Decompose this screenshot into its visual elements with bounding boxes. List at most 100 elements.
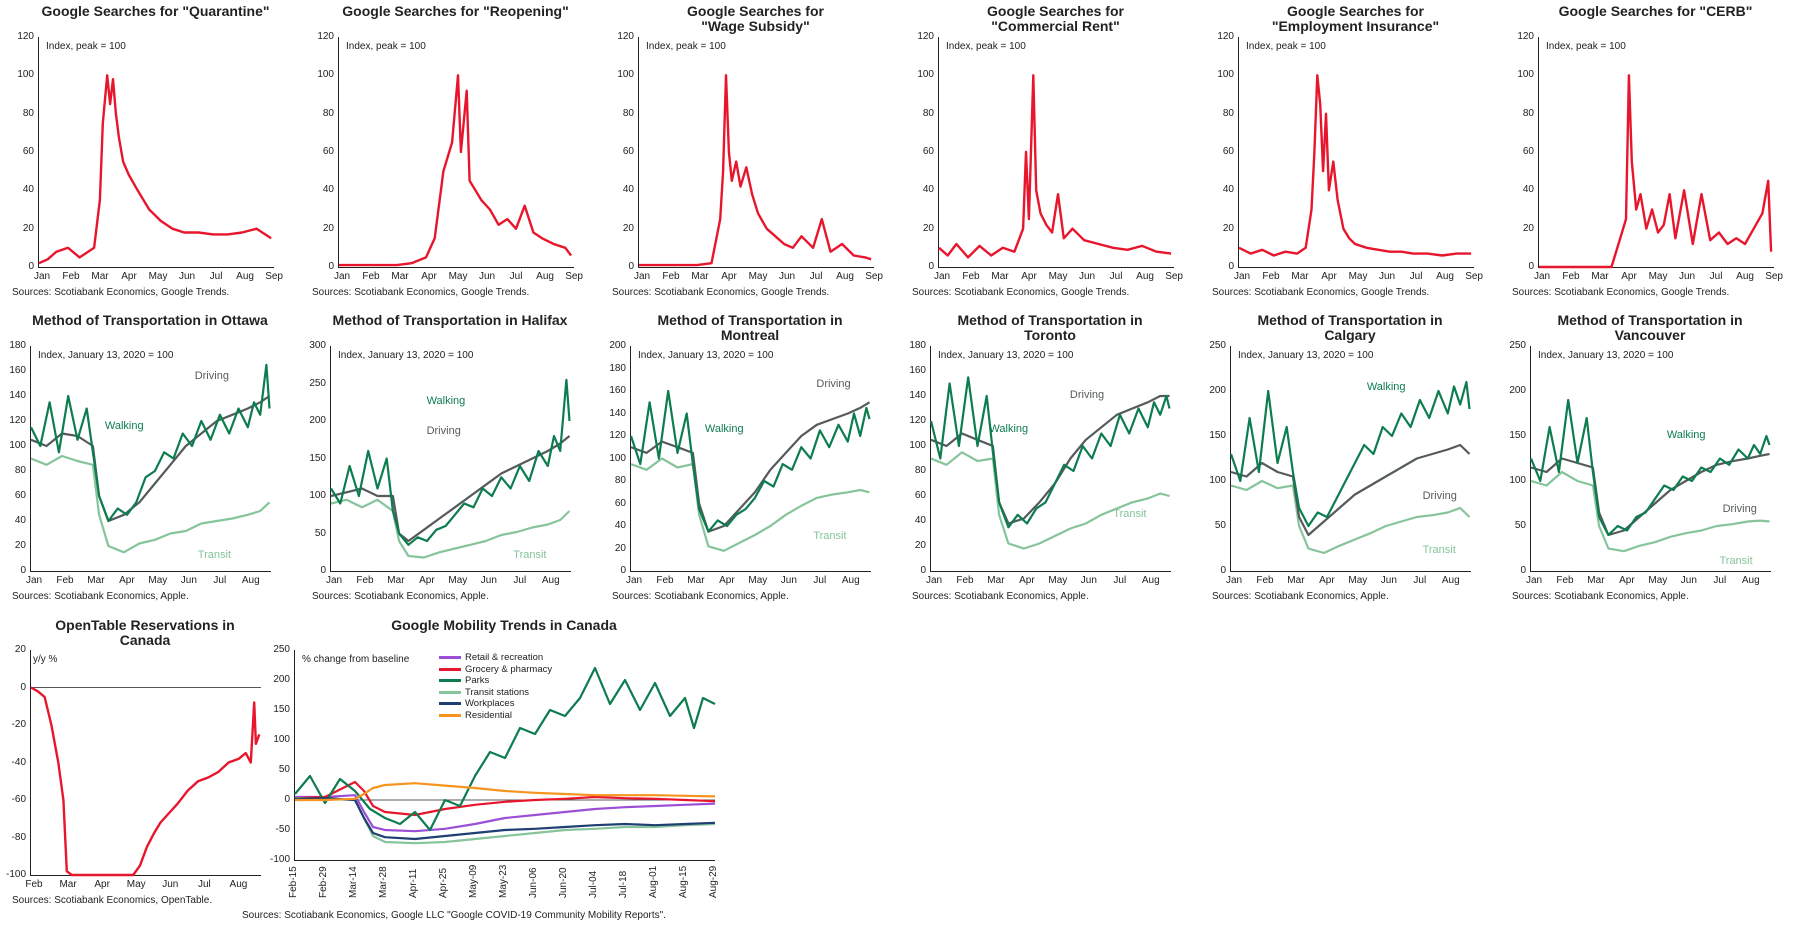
- chart-title: OpenTable Reservations in Canada: [55, 617, 235, 648]
- x-tick-label: Jun-06: [528, 867, 539, 898]
- series-label: Driving: [1422, 490, 1457, 503]
- chart-title: Method of Transportation in Ottawa: [32, 312, 268, 328]
- x-tick-label: Feb: [962, 271, 980, 282]
- series-label: Transit: [1719, 555, 1753, 567]
- x-tick-label: Apr: [1321, 271, 1337, 282]
- series-line-driving: [1230, 443, 1471, 537]
- series-line-main: [639, 74, 872, 267]
- y-tick-label: 40: [22, 184, 34, 196]
- series-canvas: [1539, 74, 1773, 269]
- y-tick-label: 200: [309, 415, 326, 426]
- x-tick-label: May: [1348, 271, 1368, 282]
- y-tick-label: 140: [609, 407, 626, 419]
- x-tick-label: May: [1048, 575, 1068, 586]
- x-tick-label: Jan: [625, 575, 643, 586]
- source-note: Sources: Scotiabank Economics, Google Tr…: [312, 287, 530, 298]
- series-canvas: [929, 376, 1171, 550]
- y-tick-label: 200: [609, 340, 626, 351]
- y-tick-label: 40: [614, 520, 626, 531]
- legend-label: Parks: [465, 675, 490, 686]
- y-tick-label: 0: [28, 261, 34, 272]
- plot-area: [629, 346, 871, 572]
- y-tick-label: 50: [1514, 520, 1526, 531]
- legend-item: Retail & recreation: [439, 652, 552, 664]
- x-tick-label: Apr-11: [408, 868, 419, 898]
- x-tick-label: Feb: [62, 271, 80, 282]
- x-tick-label: Mar-28: [378, 866, 389, 898]
- legend-label: Grocery & pharmacy: [465, 663, 553, 675]
- x-tick-label: Jul: [1713, 575, 1727, 586]
- series-label: Walking: [704, 423, 744, 436]
- chart-title: Google Searches for "Employment Insuranc…: [1271, 3, 1440, 34]
- y-tick-label: 120: [609, 430, 626, 441]
- x-tick-label: Mar: [991, 271, 1009, 282]
- series-line-transit: [630, 457, 870, 552]
- series-canvas: [1238, 74, 1472, 257]
- y-tick-label: 120: [9, 415, 26, 426]
- y-tick-label: 120: [17, 31, 34, 42]
- y-tick-label: 180: [9, 340, 26, 351]
- y-tick-label: 50: [314, 527, 326, 539]
- y-tick-label: 180: [609, 362, 626, 374]
- plot-area: [1538, 37, 1774, 269]
- y-tick-label: 0: [1220, 565, 1226, 576]
- units-note: Index, peak = 100: [646, 41, 726, 52]
- x-tick-label: Jul: [509, 271, 523, 282]
- series-canvas: [1229, 380, 1471, 555]
- x-tick-label: Apr: [421, 271, 437, 282]
- x-tick-label: Jul-18: [618, 870, 629, 898]
- x-tick-label: May: [748, 271, 768, 282]
- series-line-workplaces: [294, 797, 716, 841]
- x-tick-label: Jan: [325, 575, 343, 586]
- x-tick-label: Apr: [719, 575, 735, 586]
- plot-area: [1238, 37, 1474, 268]
- series-line-transit: [930, 451, 1170, 550]
- x-tick-label: Apr: [94, 879, 110, 890]
- y-tick-label: 100: [1517, 69, 1534, 81]
- x-tick-label: Feb: [656, 575, 674, 586]
- x-tick-label: Aug: [1741, 575, 1760, 586]
- y-tick-label: 40: [622, 184, 634, 196]
- y-tick-label: 80: [922, 107, 934, 119]
- chart-wage-subsidy: Google Searches for "Wage Subsidy" 0 20 40 6…: [600, 4, 900, 327]
- plot-area: [30, 650, 261, 877]
- y-tick-label: 100: [917, 69, 934, 81]
- plot-area: [929, 346, 1171, 572]
- x-tick-label: Mar: [987, 575, 1005, 586]
- units-note: Index, peak = 100: [1546, 41, 1626, 52]
- source-note: Sources: Scotiabank Economics, Apple.: [1212, 591, 1389, 602]
- x-tick-label: Aug: [541, 575, 560, 586]
- y-tick-label: 200: [1509, 385, 1526, 396]
- y-tick-label: 20: [14, 540, 26, 551]
- x-tick-label: Jan: [333, 271, 351, 282]
- series-line-driving: [330, 435, 571, 543]
- chart-toronto: Method of Transportation in Toronto 0 20 40…: [900, 313, 1200, 631]
- x-tick-label: Feb: [662, 271, 680, 282]
- y-tick-label: 20: [22, 222, 34, 234]
- y-tick-label: 40: [1522, 184, 1534, 196]
- y-tick-label: 60: [322, 146, 334, 157]
- x-tick-label: Feb-29: [318, 866, 329, 898]
- chart-title: Google Mobility Trends in Canada: [391, 617, 617, 633]
- y-tick-label: 100: [309, 490, 326, 501]
- source-note: Sources: Scotiabank Economics, Google Tr…: [12, 287, 230, 298]
- y-tick-label: 0: [1520, 565, 1526, 576]
- y-tick-label: 140: [909, 390, 926, 401]
- y-tick-label: 60: [1522, 146, 1534, 157]
- x-tick-label: Jul: [513, 575, 527, 586]
- x-tick-label: Apr-25: [438, 867, 449, 898]
- x-tick-label: Feb-15: [288, 866, 299, 898]
- y-tick-label: 150: [273, 704, 290, 715]
- legend-item: Transit stations: [439, 687, 552, 699]
- y-tick-label: 80: [14, 465, 26, 476]
- y-tick-label: 200: [1209, 385, 1226, 396]
- x-tick-label: Mar: [391, 271, 409, 282]
- x-tick-label: Aug: [241, 575, 260, 586]
- series-line-main: [30, 686, 261, 877]
- series-canvas: [38, 74, 272, 265]
- x-tick-label: Jun: [480, 575, 497, 586]
- x-tick-label: Mar: [387, 575, 405, 586]
- y-tick-label: 150: [1509, 430, 1526, 441]
- series-line-walking: [1229, 380, 1471, 528]
- series-line-main: [1539, 74, 1773, 269]
